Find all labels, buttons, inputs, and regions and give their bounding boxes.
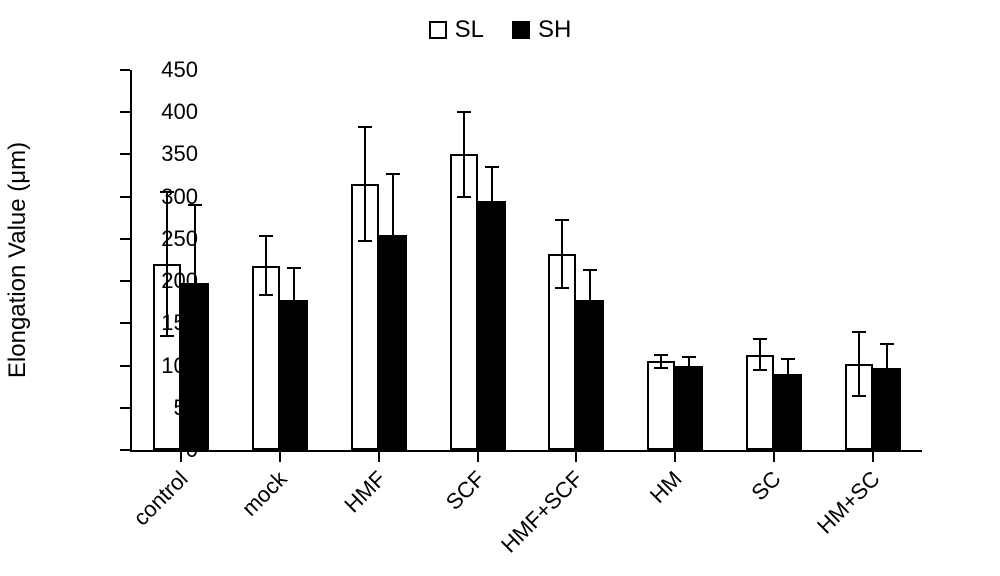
y-tick bbox=[120, 196, 130, 198]
y-tick bbox=[120, 449, 130, 451]
error-bar bbox=[688, 357, 690, 374]
x-tick bbox=[872, 452, 874, 462]
error-cap bbox=[485, 166, 499, 168]
bar bbox=[478, 201, 506, 450]
legend-item: SH bbox=[512, 16, 571, 44]
error-bar bbox=[561, 220, 563, 288]
error-bar bbox=[293, 268, 295, 332]
error-cap bbox=[457, 111, 471, 113]
y-tick bbox=[120, 111, 130, 113]
x-tick-label: HM+SC bbox=[812, 466, 885, 539]
x-tick-label: SCF bbox=[441, 466, 490, 515]
error-cap bbox=[358, 240, 372, 242]
error-bar bbox=[787, 359, 789, 389]
y-tick-label: 250 bbox=[161, 226, 198, 252]
y-tick bbox=[120, 153, 130, 155]
error-bar bbox=[759, 339, 761, 369]
error-cap bbox=[386, 294, 400, 296]
legend-label: SH bbox=[538, 16, 571, 44]
error-cap bbox=[781, 388, 795, 390]
y-tick-label: 100 bbox=[161, 353, 198, 379]
bar bbox=[647, 361, 675, 450]
error-cap bbox=[682, 356, 696, 358]
error-cap bbox=[781, 358, 795, 360]
x-tick-label: control bbox=[129, 466, 194, 531]
error-cap bbox=[880, 391, 894, 393]
error-bar bbox=[886, 344, 888, 391]
bar bbox=[450, 154, 478, 450]
error-bar bbox=[463, 112, 465, 196]
error-cap bbox=[457, 196, 471, 198]
x-tick bbox=[279, 452, 281, 462]
legend: SL SH bbox=[0, 16, 1000, 46]
x-tick-label: HMF+SCF bbox=[496, 466, 588, 558]
error-cap bbox=[358, 126, 372, 128]
x-tick bbox=[575, 452, 577, 462]
y-tick-label: 150 bbox=[161, 310, 198, 336]
legend-marker bbox=[429, 21, 447, 39]
error-bar bbox=[491, 167, 493, 235]
error-cap bbox=[880, 343, 894, 345]
y-tick-label: 200 bbox=[161, 268, 198, 294]
error-cap bbox=[259, 235, 273, 237]
y-tick-label: 450 bbox=[161, 57, 198, 83]
y-tick-label: 300 bbox=[161, 184, 198, 210]
error-cap bbox=[753, 338, 767, 340]
error-cap bbox=[682, 373, 696, 375]
x-tick bbox=[674, 452, 676, 462]
plot-area bbox=[130, 70, 922, 452]
y-tick-label: 350 bbox=[161, 141, 198, 167]
y-tick-label: 0 bbox=[186, 437, 198, 463]
error-bar bbox=[858, 332, 860, 396]
legend-item: SL bbox=[429, 16, 484, 44]
error-bar bbox=[265, 236, 267, 295]
error-cap bbox=[386, 173, 400, 175]
x-tick bbox=[180, 452, 182, 462]
x-tick-label: SC bbox=[746, 466, 786, 506]
x-tick-label: HMF bbox=[339, 466, 391, 518]
x-tick-label: HM bbox=[645, 466, 688, 509]
x-tick bbox=[477, 452, 479, 462]
x-tick-label: mock bbox=[237, 466, 293, 522]
error-cap bbox=[654, 354, 668, 356]
y-tick-label: 50 bbox=[174, 395, 198, 421]
y-tick bbox=[120, 407, 130, 409]
error-cap bbox=[753, 369, 767, 371]
error-cap bbox=[583, 328, 597, 330]
y-tick bbox=[120, 365, 130, 367]
y-tick bbox=[120, 280, 130, 282]
legend-marker bbox=[512, 21, 530, 39]
error-cap bbox=[583, 269, 597, 271]
y-tick bbox=[120, 69, 130, 71]
error-bar bbox=[364, 127, 366, 242]
bar bbox=[675, 366, 703, 450]
x-tick bbox=[773, 452, 775, 462]
error-cap bbox=[852, 331, 866, 333]
error-cap bbox=[852, 395, 866, 397]
error-cap bbox=[555, 287, 569, 289]
y-tick-label: 400 bbox=[161, 99, 198, 125]
error-cap bbox=[287, 331, 301, 333]
error-cap bbox=[555, 219, 569, 221]
legend-label: SL bbox=[455, 16, 484, 44]
error-bar bbox=[392, 174, 394, 296]
y-axis-label: Elongation Value (μm) bbox=[4, 142, 32, 378]
error-bar bbox=[589, 270, 591, 329]
y-tick bbox=[120, 322, 130, 324]
error-cap bbox=[654, 367, 668, 369]
error-bar bbox=[660, 355, 662, 369]
error-cap bbox=[259, 294, 273, 296]
y-tick bbox=[120, 238, 130, 240]
bar-chart: SL SH Elongation Value (μm) 0 50 100 150 200 2… bbox=[0, 0, 1000, 576]
x-tick bbox=[378, 452, 380, 462]
error-cap bbox=[485, 234, 499, 236]
error-cap bbox=[287, 267, 301, 269]
